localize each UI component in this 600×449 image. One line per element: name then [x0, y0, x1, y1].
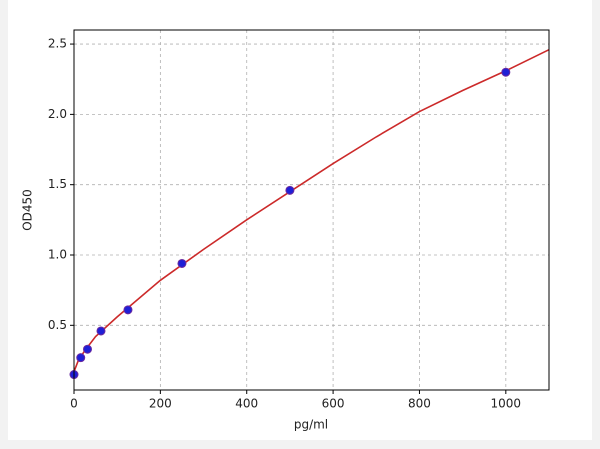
plot-area [74, 30, 549, 390]
marks [69, 48, 550, 380]
data-point [96, 326, 106, 336]
data-point [82, 344, 92, 354]
data-point [177, 258, 187, 268]
y-tick-label: 1.0 [48, 248, 67, 262]
data-point [501, 67, 511, 77]
x-tick-label: 400 [235, 397, 258, 411]
y-tick-label: 1.5 [48, 177, 67, 191]
x-tick-label: 200 [149, 397, 172, 411]
x-tick-label: 1000 [491, 397, 522, 411]
y-tick-label: 2.5 [48, 37, 67, 51]
data-point [123, 305, 133, 315]
x-tick-label: 800 [408, 397, 431, 411]
plot-frame [73, 29, 550, 391]
x-axis-label: pg/ml [294, 418, 328, 432]
x-tick-label: 600 [322, 397, 345, 411]
y-tick-label: 0.5 [48, 318, 67, 332]
y-tick-label: 2.0 [48, 107, 67, 121]
data-point [76, 353, 86, 363]
x-tick-label: 0 [70, 397, 78, 411]
data-point [285, 185, 295, 195]
y-axis-label: OD450 [21, 189, 35, 231]
